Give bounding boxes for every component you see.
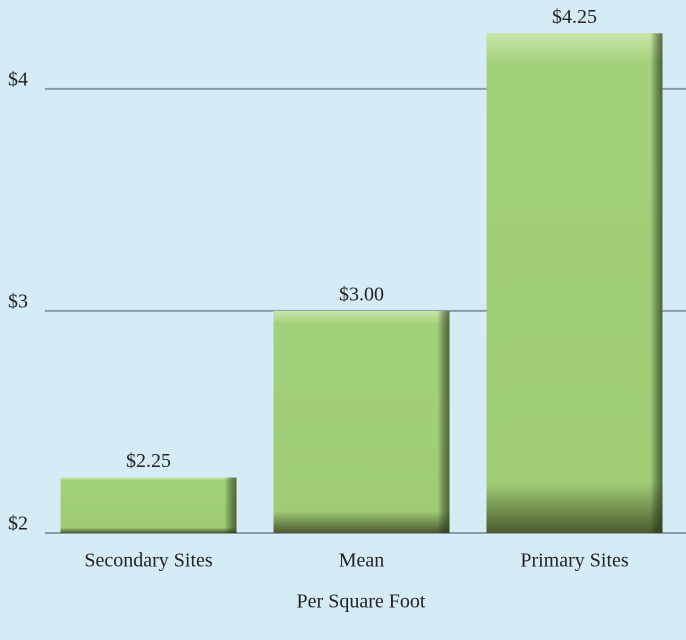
x-tick-label: Mean xyxy=(339,550,385,572)
value-label: $2.25 xyxy=(126,450,171,472)
bar-side xyxy=(650,33,663,533)
y-tick-label: $3 xyxy=(8,291,28,313)
y-tick-label: $4 xyxy=(8,68,28,90)
value-label: $3.00 xyxy=(339,284,384,306)
bar-bevel xyxy=(273,310,450,533)
x-axis-label: Per Square Foot xyxy=(297,591,426,613)
bar-bevel xyxy=(486,33,663,533)
x-tick-label: Secondary Sites xyxy=(84,550,213,572)
bar-bevel xyxy=(60,477,237,533)
y-tick-label: $2 xyxy=(8,513,28,535)
value-label: $4.25 xyxy=(552,6,597,28)
bar-side xyxy=(224,477,237,533)
x-tick-label: Primary Sites xyxy=(520,550,629,572)
bar-side xyxy=(437,310,450,533)
